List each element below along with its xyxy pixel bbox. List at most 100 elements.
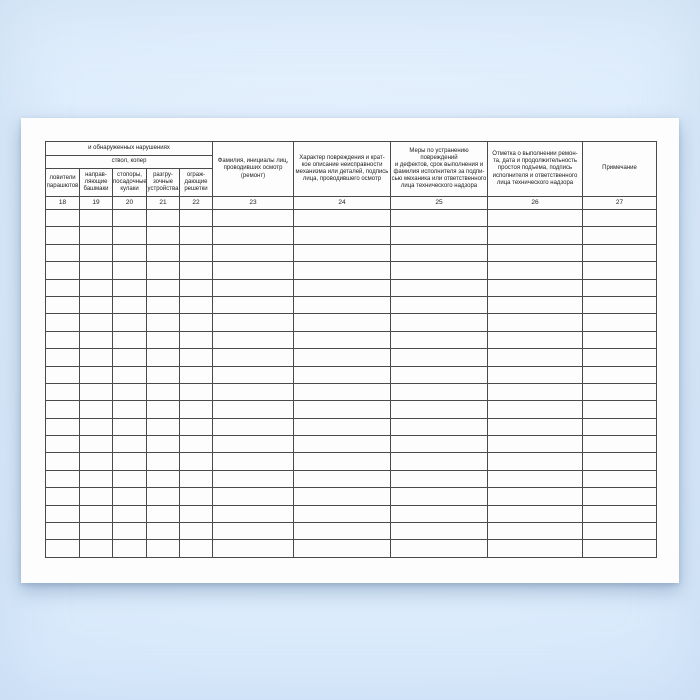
empty-cell: [112, 487, 147, 506]
empty-cell: [79, 400, 113, 419]
empty-cell: [179, 400, 213, 419]
empty-cell: [45, 330, 80, 350]
empty-cell: [212, 295, 294, 315]
empty-cell: [390, 539, 488, 558]
empty-cell: [45, 226, 80, 245]
empty-cell: [487, 469, 583, 489]
empty-cell: [487, 348, 583, 367]
empty-cell: [293, 313, 391, 332]
empty-cell: [112, 417, 147, 437]
empty-cell: [179, 348, 213, 367]
empty-cell: [179, 208, 213, 228]
empty-cell: [79, 278, 113, 297]
empty-cell: [582, 504, 657, 524]
empty-cell: [390, 313, 488, 332]
empty-cell: [390, 261, 488, 280]
empty-cell: [79, 435, 113, 454]
empty-cell: [112, 208, 147, 228]
empty-cell: [582, 435, 657, 454]
empty-cell: [212, 261, 294, 280]
empty-cell: [212, 226, 294, 245]
empty-cell: [487, 330, 583, 350]
empty-cell: [390, 522, 488, 541]
empty-cell: [487, 522, 583, 541]
empty-cell: [487, 539, 583, 558]
col-header-22-guard-grates: ограж- дающие решетки: [179, 168, 213, 197]
inspection-log-table: и обнаруженных нарушениях Фамилия, иници…: [45, 141, 657, 558]
empty-cell: [293, 435, 391, 454]
empty-cell: [146, 382, 180, 402]
empty-cell: [112, 278, 147, 297]
col-number-25: 25: [390, 196, 488, 210]
empty-cell: [112, 313, 147, 332]
empty-cell: [112, 469, 147, 489]
col-number-24: 24: [293, 196, 391, 210]
empty-cell: [212, 435, 294, 454]
table-row: [45, 522, 657, 541]
empty-cell: [212, 522, 294, 541]
col-header-19-guide-shoes: направ- ляющие башмаки: [79, 168, 113, 197]
empty-cell: [212, 382, 294, 402]
empty-cell: [582, 522, 657, 541]
empty-cell: [79, 330, 113, 350]
empty-cell: [293, 400, 391, 419]
empty-cell: [112, 243, 147, 263]
empty-cell: [45, 243, 80, 263]
empty-cell: [45, 348, 80, 367]
empty-cell: [582, 208, 657, 228]
empty-cell: [45, 208, 80, 228]
col-number-18: 18: [45, 196, 80, 210]
empty-cell: [212, 539, 294, 558]
empty-cell: [179, 295, 213, 315]
empty-cell: [179, 435, 213, 454]
empty-cell: [146, 295, 180, 315]
empty-cell: [390, 400, 488, 419]
empty-cell: [146, 539, 180, 558]
empty-cell: [112, 348, 147, 367]
empty-cell: [293, 469, 391, 489]
empty-cell: [390, 452, 488, 471]
empty-cell: [390, 278, 488, 297]
header-row-subcolumns: ловители парашютов направ- ляющие башмак…: [45, 168, 657, 197]
empty-cell: [293, 348, 391, 367]
empty-cell: [293, 295, 391, 315]
empty-cell: [146, 504, 180, 524]
empty-cell: [179, 504, 213, 524]
empty-cell: [293, 487, 391, 506]
empty-cell: [179, 313, 213, 332]
empty-cell: [146, 417, 180, 437]
empty-cell: [45, 417, 80, 437]
empty-cell: [212, 313, 294, 332]
table-row: [45, 504, 657, 524]
empty-cell: [212, 243, 294, 263]
empty-cell: [45, 522, 80, 541]
table-row: [45, 452, 657, 471]
empty-cell: [79, 365, 113, 384]
empty-cell: [212, 504, 294, 524]
empty-cell: [146, 330, 180, 350]
col-header-23-inspector-names: Фамилия, инициалы лиц, проводивших осмот…: [212, 141, 294, 197]
empty-cell: [390, 365, 488, 384]
empty-cell: [45, 295, 80, 315]
empty-cell: [487, 365, 583, 384]
empty-cell: [487, 295, 583, 315]
empty-cell: [582, 487, 657, 506]
col-header-18-parachute-catchers: ловители парашютов: [45, 168, 80, 197]
col-number-27: 27: [582, 196, 657, 210]
empty-cell: [45, 435, 80, 454]
empty-cell: [179, 382, 213, 402]
empty-cell: [582, 539, 657, 558]
empty-cell: [390, 382, 488, 402]
table-row: [45, 208, 657, 228]
empty-cell: [45, 278, 80, 297]
empty-cell: [112, 365, 147, 384]
empty-cell: [112, 295, 147, 315]
empty-cell: [582, 365, 657, 384]
table-row: [45, 539, 657, 558]
empty-cell: [487, 243, 583, 263]
empty-cell: [79, 382, 113, 402]
empty-cell: [146, 400, 180, 419]
table-row: [45, 313, 657, 332]
continuation-header: и обнаруженных нарушениях: [45, 141, 213, 156]
col-header-24-damage-description: Характер повреждения и крат- кое описани…: [293, 141, 391, 197]
